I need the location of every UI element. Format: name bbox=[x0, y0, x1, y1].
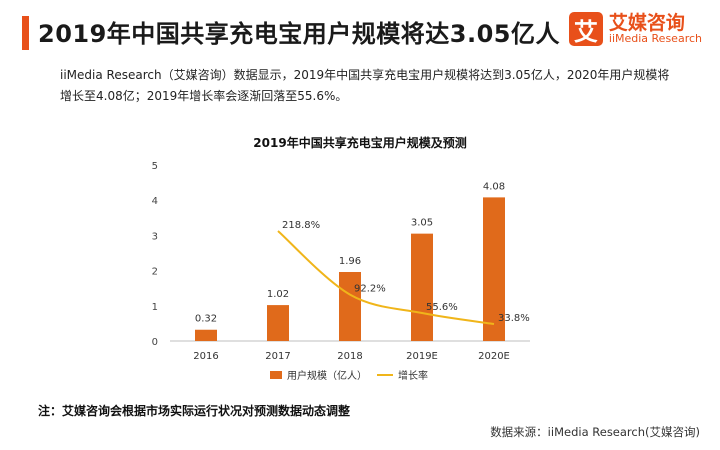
bar bbox=[339, 272, 361, 341]
line-value-label: 92.2% bbox=[354, 284, 386, 295]
line-value-label: 55.6% bbox=[426, 302, 458, 313]
intro-paragraph: iiMedia Research（艾媒咨询）数据显示，2019年中国共享充电宝用… bbox=[60, 65, 680, 107]
chart-container: 2019年中国共享充电宝用户规模及预测 0 1 2 3 4 5 0.32 1.02 1.96 3.0… bbox=[0, 120, 720, 400]
intro-line: 增长至4.08亿；2019年增长率会逐渐回落至55.6%。 bbox=[60, 89, 348, 103]
page-title: 2019年中国共享充电宝用户规模将达3.05亿人 bbox=[38, 20, 561, 48]
line-value-label: 218.8% bbox=[282, 220, 320, 231]
bar bbox=[267, 305, 289, 341]
x-tick-label: 2017 bbox=[265, 351, 290, 362]
bar-value-label: 1.96 bbox=[339, 256, 361, 267]
footnote: 注：艾媒咨询会根据市场实际运行状况对预测数据动态调整 bbox=[38, 404, 351, 418]
y-tick-label: 1 bbox=[152, 302, 158, 313]
x-tick-label: 2016 bbox=[193, 351, 218, 362]
x-tick-label: 2019E bbox=[406, 351, 438, 362]
source-note: 数据来源：iiMedia Research(艾媒咨询) bbox=[490, 425, 700, 439]
bar bbox=[195, 329, 217, 341]
x-tick-label: 2020E bbox=[478, 351, 510, 362]
y-tick-label: 2 bbox=[152, 267, 158, 278]
legend-bar-swatch bbox=[270, 371, 282, 379]
intro-line: iiMedia Research（艾媒咨询）数据显示，2019年中国共享充电宝用… bbox=[60, 68, 670, 82]
line-value-label: 33.8% bbox=[498, 313, 530, 324]
title-accent-bar bbox=[22, 16, 29, 50]
chart-svg: 2019年中国共享充电宝用户规模及预测 0 1 2 3 4 5 0.32 1.02 1.96 3.0… bbox=[152, 135, 530, 382]
legend-line-label: 增长率 bbox=[398, 369, 428, 382]
y-tick-label: 3 bbox=[152, 231, 158, 242]
growth-rate-line bbox=[277, 230, 495, 325]
y-tick-label: 5 bbox=[152, 161, 158, 172]
bar-value-label: 1.02 bbox=[267, 289, 289, 300]
bar bbox=[411, 233, 433, 341]
y-tick-label: 0 bbox=[152, 337, 158, 348]
chart-title: 2019年中国共享充电宝用户规模及预测 bbox=[253, 135, 466, 150]
bar-value-label: 4.08 bbox=[483, 181, 505, 192]
logo-name-cn: 艾媒咨询 bbox=[608, 11, 685, 34]
bar-value-label: 3.05 bbox=[411, 218, 433, 229]
legend-bar-label: 用户规模（亿人） bbox=[287, 369, 367, 382]
y-tick-label: 4 bbox=[152, 196, 158, 207]
logo-text: 艾媒咨询 iiMedia Research bbox=[608, 11, 702, 46]
bar-value-label: 0.32 bbox=[195, 314, 217, 325]
logo-mark-icon: 艾 bbox=[568, 12, 603, 46]
brand-logo: 艾 艾媒咨询 iiMedia Research bbox=[568, 11, 702, 46]
logo-name-en: iiMedia Research bbox=[608, 32, 702, 46]
bar bbox=[483, 197, 505, 341]
x-tick-label: 2018 bbox=[337, 351, 362, 362]
